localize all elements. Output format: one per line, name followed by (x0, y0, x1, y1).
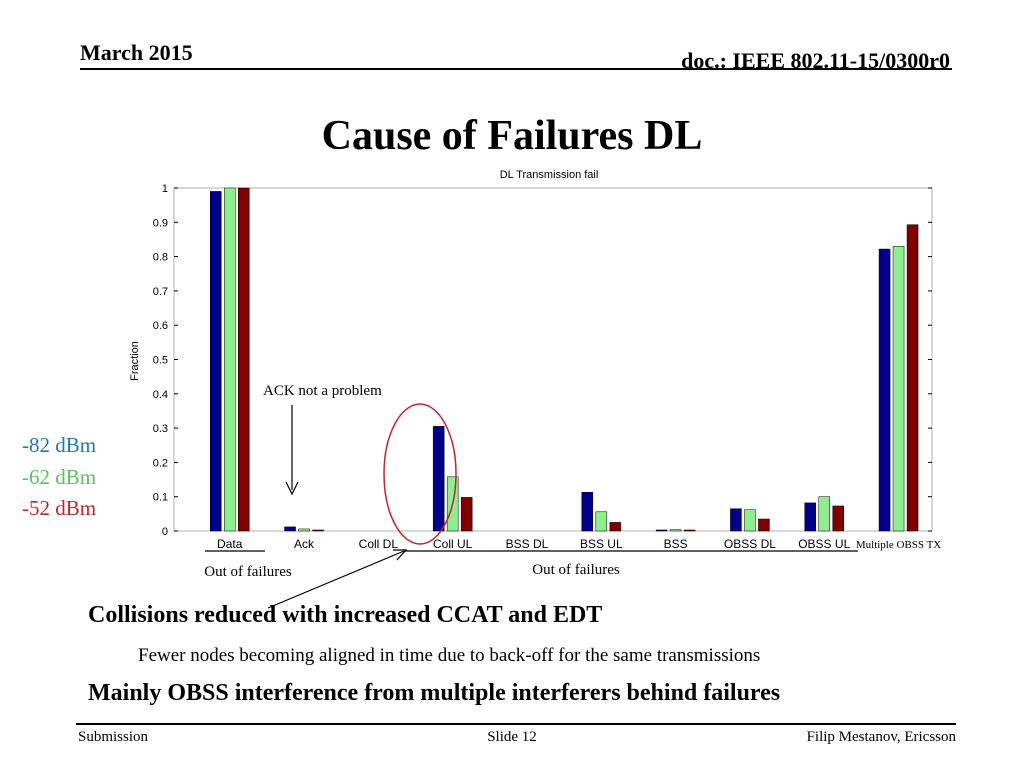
y-tick-label: 0.9 (153, 217, 168, 229)
ack-annotation: ACK not a problem (263, 383, 382, 399)
bar-s1-0 (223, 187, 236, 532)
bar-s2-7 (758, 518, 770, 532)
bar-s0-5 (581, 491, 594, 532)
x-tick-label: Coll UL (433, 537, 473, 551)
footer-slide-number: Slide 12 (487, 729, 537, 745)
footer-author: Filip Mestanov, Ericsson (806, 729, 956, 745)
out-left-label: Out of failures (204, 564, 292, 580)
bar-s1-6 (669, 529, 682, 532)
bar-s0-1 (284, 526, 296, 532)
x-tick-label: Ack (294, 537, 315, 551)
x-tick-label: BSS DL (506, 537, 549, 551)
chart-title: DL Transmission fail (500, 169, 599, 181)
bar-s2-5 (609, 522, 622, 532)
y-tick-label: 0.8 (153, 252, 168, 264)
bar-s1-7 (744, 509, 756, 532)
legend-52dbm: -52 dBm (22, 496, 97, 520)
footer-submission: Submission (78, 729, 149, 745)
y-tick-label: 0.7 (153, 286, 168, 298)
x-tick-label: OBSS UL (798, 537, 850, 551)
chart: DL Transmission fail Fraction 0 0.1 0.2 0.3… (129, 169, 941, 580)
bar-s0-9 (878, 248, 891, 532)
bar-s2-1 (312, 529, 324, 532)
bar-s0-3 (432, 426, 445, 532)
y-tick-label: 1 (162, 183, 168, 195)
bars (209, 187, 919, 532)
collision-arrow (267, 550, 405, 609)
y-tick-label: 0.4 (153, 389, 168, 401)
bar-s2-9 (906, 224, 919, 532)
y-tick-label: 0.6 (153, 320, 168, 332)
bar-s2-8 (832, 505, 844, 532)
ack-arrow-head (285, 481, 299, 496)
bar-s1-5 (595, 511, 608, 532)
x-tick-labels: Data Ack Coll DL Coll UL BSS DL BSS UL BSS OBSS… (217, 537, 941, 551)
bullet-collisions: Collisions reduced with increased CCAT a… (88, 602, 603, 628)
header-rule (80, 68, 952, 70)
slide-title: Cause of Failures DL (321, 113, 703, 159)
coll-ul-circle (383, 403, 457, 545)
y-tick-label: 0.3 (153, 423, 168, 435)
bar-s0-0 (209, 191, 222, 532)
y-ticks: 0 0.1 0.2 0.3 0.4 0.5 0.6 0.7 0.8 0.9 1 (153, 183, 932, 538)
x-tick-label: OBSS DL (724, 537, 776, 551)
collision-arrow-head (393, 549, 408, 561)
header-date: March 2015 (80, 40, 193, 65)
bar-s0-8 (804, 502, 816, 532)
y-axis-label: Fraction (129, 341, 141, 381)
x-tick-label: Data (217, 537, 243, 551)
x-tick-label: Multiple OBSS TX (856, 539, 941, 551)
sub-bullet-fewer-nodes: Fewer nodes becoming aligned in time due… (138, 645, 761, 666)
y-tick-label: 0 (162, 526, 168, 538)
y-tick-label: 0.1 (153, 492, 168, 504)
out-right-label: Out of failures (532, 562, 620, 578)
bullet-obss: Mainly OBSS interference from multiple i… (88, 680, 781, 706)
legend-82dbm: -82 dBm (22, 433, 97, 457)
bar-s1-8 (818, 496, 830, 532)
x-tick-label: Coll DL (359, 537, 399, 551)
bar-s1-9 (892, 246, 905, 532)
bar-s2-6 (683, 529, 696, 532)
bar-s0-7 (730, 508, 742, 532)
y-tick-label: 0.5 (153, 355, 168, 367)
x-tick-label: BSS (664, 537, 688, 551)
x-tick-label: BSS UL (580, 537, 623, 551)
bar-s1-1 (298, 528, 310, 532)
bar-s2-3 (460, 497, 473, 532)
footer-rule (76, 723, 956, 725)
bar-s0-6 (655, 529, 668, 532)
legend-62dbm: -62 dBm (22, 465, 97, 489)
y-tick-label: 0.2 (153, 457, 168, 469)
bar-s2-0 (237, 187, 250, 532)
